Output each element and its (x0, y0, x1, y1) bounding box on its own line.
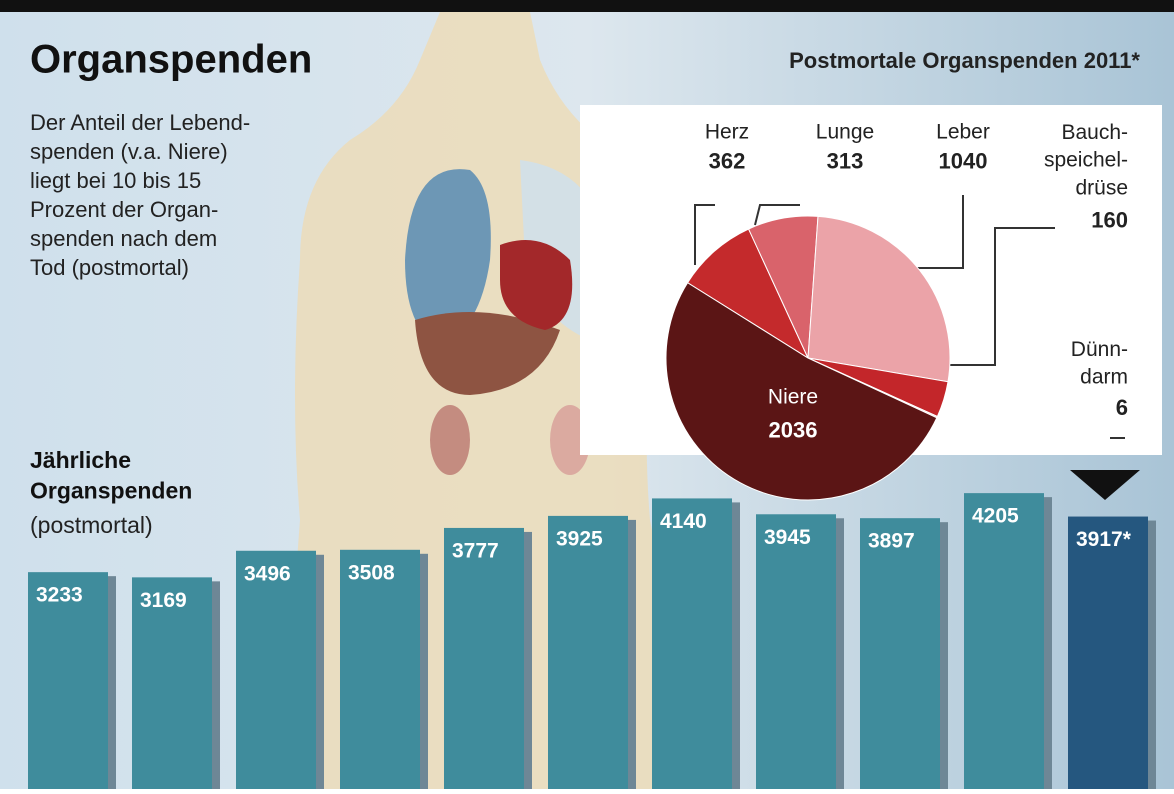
pie-value-label: 313 (827, 148, 864, 173)
main-title: Organspenden (30, 38, 312, 82)
bar-shadow (420, 554, 428, 789)
kidney (430, 405, 470, 475)
bar (860, 518, 940, 789)
pie-value-label: 6 (1116, 395, 1128, 420)
bar (1068, 517, 1148, 789)
bar-value-label: 3496 (244, 562, 291, 585)
bar-value-label: 3917* (1076, 528, 1132, 551)
bar-value-label: 3233 (36, 584, 83, 607)
bar (652, 498, 732, 789)
bar-shadow (316, 555, 324, 789)
bar (236, 551, 316, 789)
pie-value-label: 160 (1091, 207, 1128, 232)
bar-value-label: 4140 (660, 510, 707, 533)
bar-shadow (732, 502, 740, 789)
bar-subtitle: (postmortal) (30, 512, 153, 538)
bar-value-label: 3897 (868, 530, 915, 553)
bar-shadow (836, 518, 844, 789)
bar-value-label: 3945 (764, 526, 811, 549)
pie-label: Niere (768, 386, 818, 409)
bar-shadow (940, 522, 948, 789)
bar-value-label: 3169 (140, 589, 187, 612)
pie-value-label: 1040 (939, 148, 988, 173)
pie-label: Herz (705, 121, 749, 144)
bar (756, 514, 836, 789)
pie-value-label: 2036 (769, 417, 818, 442)
bar (340, 550, 420, 789)
bar-value-label: 3925 (556, 527, 603, 550)
top-rule (0, 0, 1174, 12)
bar (964, 493, 1044, 789)
bar-shadow (628, 520, 636, 789)
bar-shadow (108, 576, 116, 789)
bar-value-label: 3508 (348, 561, 395, 584)
infographic: Organspenden Der Anteil der Lebend-spend… (0, 0, 1174, 789)
pie-title: Postmortale Organspenden 2011* (789, 48, 1140, 73)
bar-shadow (524, 532, 532, 789)
bar (444, 528, 524, 789)
pie-value-label: 362 (709, 148, 746, 173)
bar (548, 516, 628, 789)
bar-shadow (1044, 497, 1052, 789)
pie-label: Leber (936, 121, 990, 144)
bar-value-label: 3777 (452, 539, 499, 562)
pie-label: Lunge (816, 121, 874, 144)
bar-shadow (212, 581, 220, 789)
bar-value-label: 4205 (972, 505, 1019, 528)
bar-shadow (1148, 521, 1156, 789)
